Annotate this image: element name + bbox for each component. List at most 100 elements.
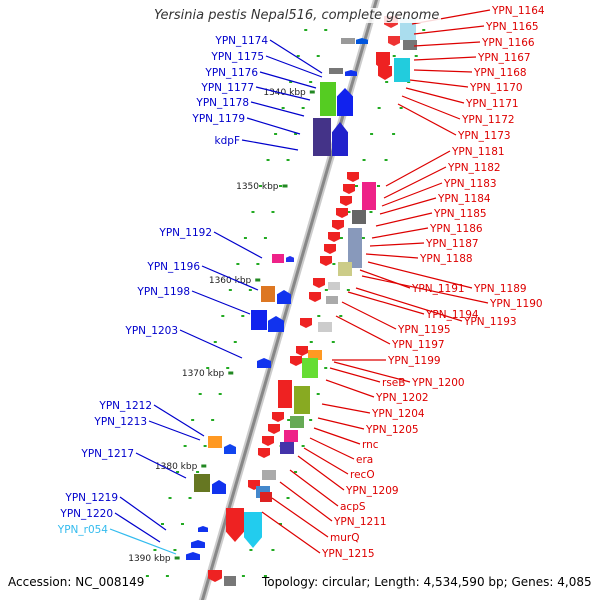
right-label-leader (333, 361, 411, 383)
guide-dot (188, 497, 192, 499)
left-gene-feature (320, 82, 336, 116)
left-label-leader (246, 117, 301, 135)
left-gene-feature (286, 256, 294, 262)
left-label-leader (255, 86, 311, 101)
guide-dot (248, 289, 252, 291)
right-gene-label: YPN_1190 (489, 298, 543, 310)
kbp-tick-label: 1350 kbp (236, 182, 279, 192)
guide-dot (160, 523, 164, 525)
right-gene-label: YPN_1202 (375, 392, 429, 404)
kbp-tick-mark (309, 90, 315, 94)
kbp-tick-label: 1340 kbp (263, 88, 306, 98)
right-gene-label: YPN_1186 (429, 223, 483, 235)
left-gene-feature (186, 552, 200, 560)
right-gene-feature (258, 448, 270, 458)
left-gene-feature (198, 526, 208, 532)
left-gene-label: YPN_1212 (98, 400, 152, 412)
left-gene-label: YPN_1217 (80, 448, 134, 460)
guide-dot (266, 159, 270, 161)
guide-dot (251, 211, 255, 213)
right-gene-feature (352, 210, 366, 224)
left-gene-feature (277, 290, 291, 304)
guide-dot (392, 133, 396, 135)
left-label-leader (259, 71, 317, 89)
right-gene-feature (376, 52, 390, 70)
guide-dot (221, 315, 225, 317)
left-label-leader (191, 290, 251, 315)
left-gene-feature (212, 480, 226, 494)
right-gene-label: YPN_1191 (411, 283, 465, 295)
right-gene-feature (300, 318, 312, 328)
left-label-leader (153, 404, 205, 437)
right-gene-feature (278, 380, 292, 408)
guide-dot (294, 133, 298, 135)
guide-dot (263, 575, 267, 577)
right-label-leader (335, 315, 391, 345)
left-label-leader (135, 452, 187, 479)
guide-dot (384, 159, 388, 161)
right-gene-label: rseB (382, 377, 405, 389)
guide-dot (324, 29, 328, 31)
guide-dot (263, 237, 267, 239)
left-gene-feature (356, 38, 368, 44)
right-gene-label: YPN_1209 (345, 485, 399, 497)
left-gene-label: YPN_1177 (200, 82, 254, 94)
right-label-leader (375, 212, 433, 227)
guide-dot (399, 107, 403, 109)
right-label-leader (341, 301, 397, 330)
guide-dot (370, 133, 374, 135)
left-label-leader (179, 329, 243, 359)
left-gene-label: YPN_1175 (210, 51, 264, 63)
kbp-tick-mark (255, 278, 261, 282)
left-gene-label: YPN_1192 (158, 227, 212, 239)
guide-dot (226, 367, 230, 369)
right-label-leader (413, 25, 485, 35)
right-gene-feature (268, 424, 280, 434)
right-label-leader (401, 95, 461, 120)
right-gene-feature (378, 66, 392, 80)
right-gene-feature (388, 36, 400, 46)
right-gene-feature (403, 40, 417, 50)
right-gene-label: YPN_1173 (457, 130, 511, 142)
right-gene-feature (308, 350, 322, 360)
guide-dot (256, 263, 260, 265)
right-gene-label: YPN_1194 (425, 309, 479, 321)
guide-dot (236, 263, 240, 265)
right-gene-feature (296, 346, 308, 356)
guide-dot (377, 185, 381, 187)
guide-dot (233, 341, 237, 343)
guide-dot (259, 185, 263, 187)
right-gene-feature (343, 184, 355, 194)
right-gene-feature (347, 172, 359, 182)
right-label-leader (317, 417, 365, 430)
left-gene-label: YPN_1198 (136, 286, 190, 298)
right-label-leader (279, 481, 333, 522)
guide-dot (241, 575, 245, 577)
left-gene-label: YPN_1196 (146, 261, 200, 273)
guide-dot (274, 133, 278, 135)
right-label-leader (385, 150, 451, 187)
left-label-leader (241, 139, 299, 151)
guide-dot (196, 471, 200, 473)
right-gene-label: YPN_1205 (365, 424, 419, 436)
guide-dot (165, 575, 169, 577)
guide-dot (218, 393, 222, 395)
right-gene-feature (336, 208, 348, 218)
guide-dot (278, 523, 282, 525)
right-gene-label: YPN_1165 (485, 21, 539, 33)
kbp-tick-mark (282, 184, 288, 188)
right-gene-label: YPN_1184 (437, 193, 491, 205)
guide-dot (198, 393, 202, 395)
guide-dot (377, 107, 381, 109)
right-gene-label: acpS (340, 501, 366, 513)
left-gene-feature (332, 122, 348, 156)
left-gene-label: YPN_1203 (124, 325, 178, 337)
right-label-leader (261, 511, 321, 554)
right-label-leader (413, 69, 473, 73)
right-label-leader (379, 197, 437, 215)
right-gene-label: YPN_1181 (451, 146, 505, 158)
right-gene-feature (332, 220, 344, 230)
guide-dot (191, 419, 195, 421)
guide-dot (271, 211, 275, 213)
